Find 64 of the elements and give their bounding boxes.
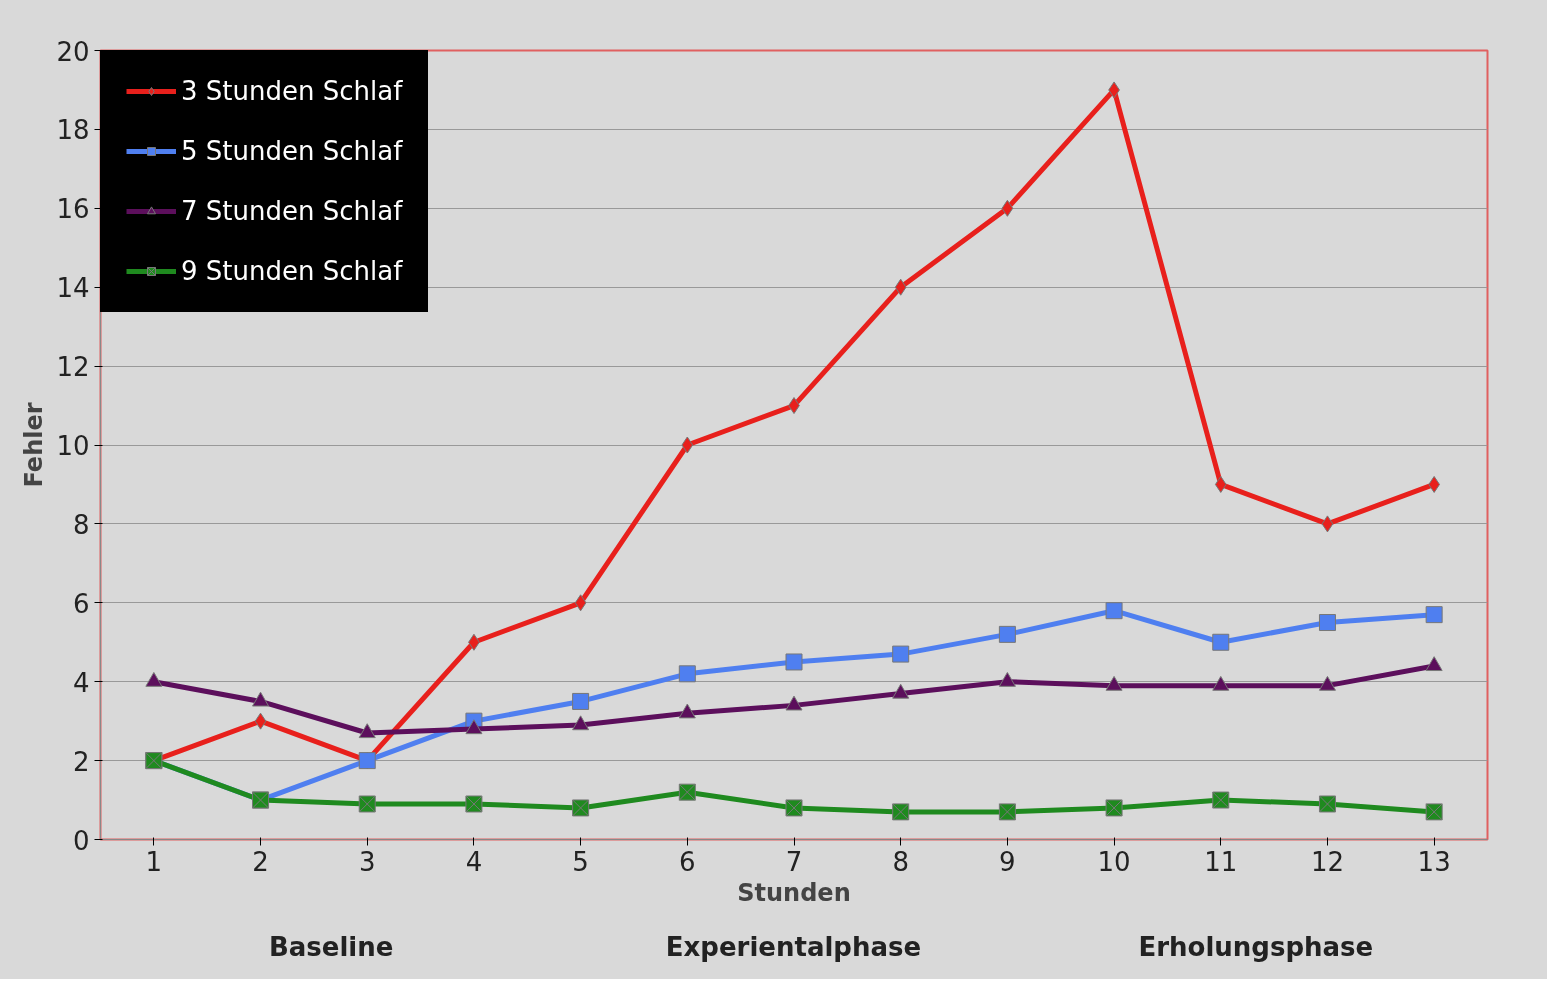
point xyxy=(358,723,376,739)
x-tick-label: 13 xyxy=(1417,846,1451,877)
y-tick-label: 4 xyxy=(72,667,90,698)
point xyxy=(892,803,910,821)
point xyxy=(1425,656,1443,672)
point xyxy=(1425,803,1443,821)
point xyxy=(1105,799,1123,817)
y-tick-label: 2 xyxy=(72,746,90,777)
y-tick-label: 20 xyxy=(56,36,90,67)
x-tick-label: 4 xyxy=(465,846,483,877)
x-axis-title: Stunden xyxy=(737,878,851,907)
point xyxy=(678,665,696,683)
x-tick-label: 9 xyxy=(999,846,1016,877)
x-tick-label: 6 xyxy=(679,846,696,877)
y-tick-label: 16 xyxy=(56,194,90,225)
point xyxy=(1212,633,1230,651)
y-tick-label: 10 xyxy=(56,431,90,461)
x-tick-label: 10 xyxy=(1097,846,1131,877)
legend-label: 3 Stunden Schlaf xyxy=(181,76,403,106)
text: Erholungsphase xyxy=(1137,931,1375,964)
y-tick-label: 14 xyxy=(56,273,90,304)
point xyxy=(998,625,1016,643)
y-tick-label: 8 xyxy=(72,509,90,540)
point xyxy=(465,719,483,735)
point xyxy=(572,799,590,817)
point xyxy=(572,692,590,710)
x-tick-label: 7 xyxy=(785,846,803,877)
text: Baseline xyxy=(267,931,395,964)
x-tick-label: 2 xyxy=(252,846,269,877)
legend-label: 7 Stunden Schlaf xyxy=(181,196,403,226)
point xyxy=(465,795,483,813)
point xyxy=(254,712,267,730)
point xyxy=(681,436,694,454)
x-tick-label: 5 xyxy=(572,846,589,877)
point xyxy=(785,653,803,671)
y-tick-label: 18 xyxy=(56,115,90,146)
point xyxy=(1105,602,1123,620)
y-tick-label: 0 xyxy=(72,825,90,856)
legend-label: 9 Stunden Schlaf xyxy=(181,256,403,286)
x-tick-label: 12 xyxy=(1310,846,1345,877)
point xyxy=(1318,795,1336,813)
y-axis-title: Fehler xyxy=(20,402,49,488)
point xyxy=(1212,791,1230,809)
point xyxy=(785,799,803,817)
point xyxy=(1425,606,1443,624)
point xyxy=(1001,199,1014,217)
point xyxy=(358,795,376,813)
point xyxy=(572,715,590,731)
point xyxy=(894,278,907,296)
point xyxy=(892,645,910,663)
x-tick-label: 1 xyxy=(145,846,163,877)
legend-label: 5 Stunden Schlaf xyxy=(181,136,403,166)
point xyxy=(998,803,1016,821)
point xyxy=(1321,515,1334,533)
point xyxy=(574,594,587,612)
y-tick-label: 6 xyxy=(72,588,90,619)
point xyxy=(678,783,696,801)
text: Experientalphase xyxy=(664,931,923,964)
x-tick-label: 3 xyxy=(358,846,376,877)
point xyxy=(1214,475,1227,493)
point xyxy=(1318,614,1336,632)
x-tick-label: 8 xyxy=(892,846,909,877)
y-tick-label: 12 xyxy=(56,352,90,383)
x-tick-label: 11 xyxy=(1204,846,1238,877)
